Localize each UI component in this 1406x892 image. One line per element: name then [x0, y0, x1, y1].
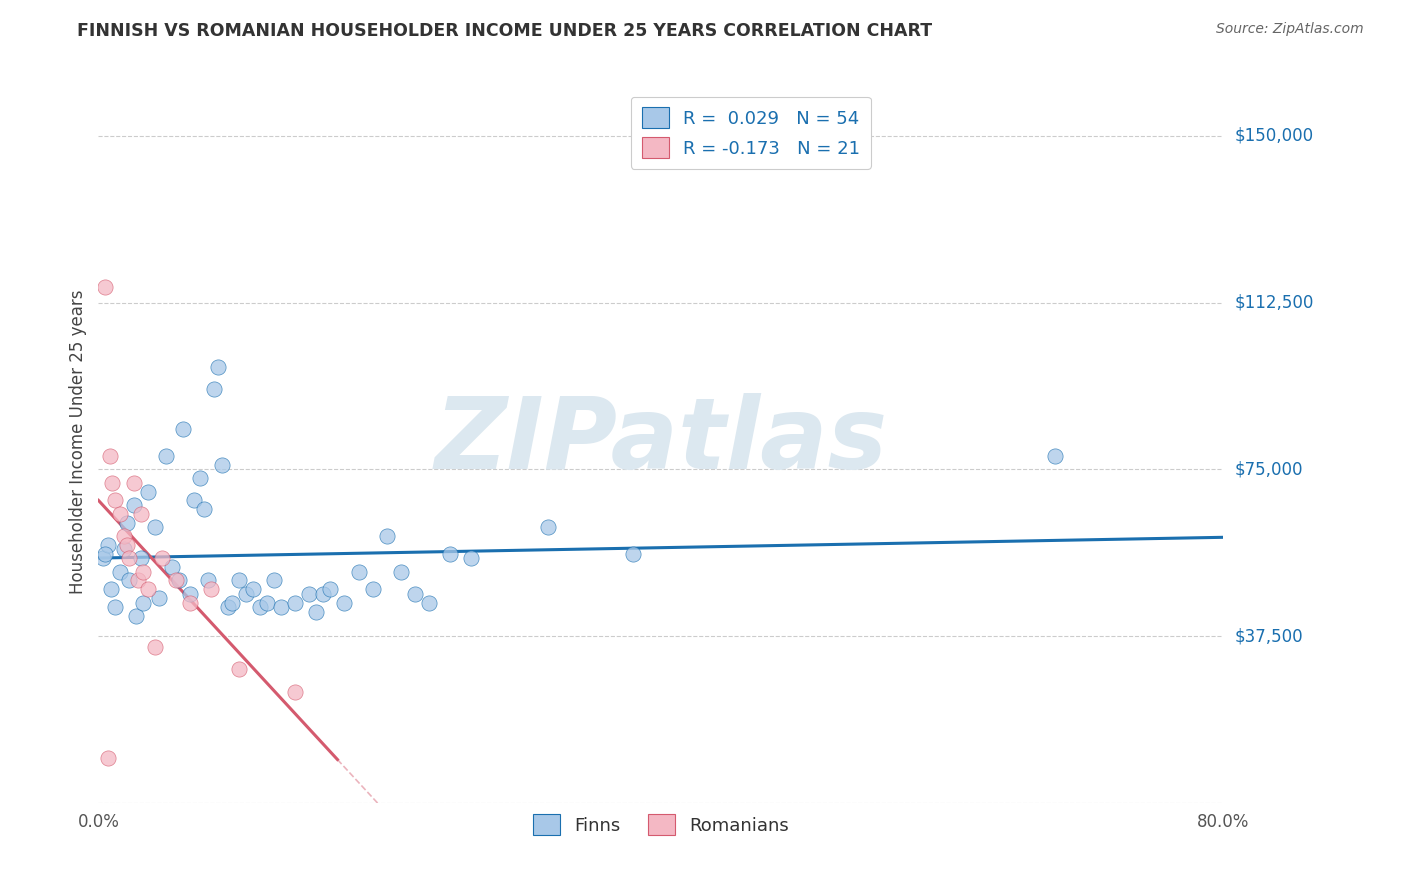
Point — [91, 551, 114, 566]
Point — [94, 547, 117, 561]
Point — [118, 574, 141, 588]
Point — [188, 471, 211, 485]
Point — [132, 596, 155, 610]
Point — [333, 596, 356, 610]
Point — [347, 565, 370, 579]
Point — [129, 551, 152, 566]
Point — [132, 565, 155, 579]
Legend: Finns, Romanians: Finns, Romanians — [523, 805, 799, 845]
Point — [104, 493, 127, 508]
Point — [621, 547, 644, 561]
Point — [112, 542, 135, 557]
Point — [136, 582, 159, 597]
Point — [94, 280, 117, 294]
Point — [193, 502, 215, 516]
Point — [235, 587, 257, 601]
Point — [148, 591, 170, 606]
Point — [418, 596, 440, 610]
Point — [115, 538, 138, 552]
Text: ZIPatlas: ZIPatlas — [434, 393, 887, 490]
Point — [375, 529, 398, 543]
Point — [404, 587, 426, 601]
Point — [263, 574, 285, 588]
Point — [312, 587, 335, 601]
Point — [389, 565, 412, 579]
Point — [270, 600, 292, 615]
Point — [97, 538, 120, 552]
Text: $75,000: $75,000 — [1234, 460, 1303, 478]
Text: $37,500: $37,500 — [1234, 627, 1303, 645]
Point — [537, 520, 560, 534]
Point — [100, 582, 122, 597]
Point — [172, 422, 194, 436]
Point — [167, 574, 190, 588]
Point — [108, 565, 131, 579]
Point — [298, 587, 321, 601]
Point — [101, 475, 124, 490]
Y-axis label: Householder Income Under 25 years: Householder Income Under 25 years — [69, 289, 87, 594]
Point — [207, 360, 229, 375]
Point — [460, 551, 482, 566]
Point — [200, 582, 222, 597]
Point — [361, 582, 384, 597]
Point — [249, 600, 271, 615]
Point — [127, 574, 149, 588]
Point — [104, 600, 127, 615]
Point — [97, 751, 120, 765]
Point — [143, 640, 166, 655]
Point — [439, 547, 461, 561]
Point — [197, 574, 219, 588]
Point — [221, 596, 243, 610]
Point — [122, 475, 145, 490]
Point — [183, 493, 205, 508]
Point — [125, 609, 148, 624]
Point — [179, 587, 201, 601]
Point — [211, 458, 233, 472]
Point — [202, 382, 225, 396]
Point — [319, 582, 342, 597]
Point — [228, 574, 250, 588]
Point — [143, 520, 166, 534]
Point — [165, 574, 187, 588]
Point — [256, 596, 278, 610]
Point — [112, 529, 135, 543]
Point — [118, 551, 141, 566]
Point — [122, 498, 145, 512]
Point — [284, 596, 307, 610]
Point — [160, 560, 183, 574]
Point — [129, 507, 152, 521]
Point — [284, 684, 307, 698]
Point — [98, 449, 121, 463]
Point — [108, 507, 131, 521]
Point — [228, 662, 250, 676]
Text: Source: ZipAtlas.com: Source: ZipAtlas.com — [1216, 22, 1364, 37]
Text: $112,500: $112,500 — [1234, 293, 1313, 311]
Point — [1043, 449, 1066, 463]
Text: $150,000: $150,000 — [1234, 127, 1313, 145]
Point — [242, 582, 264, 597]
Point — [150, 551, 173, 566]
Point — [155, 449, 177, 463]
Point — [136, 484, 159, 499]
Point — [217, 600, 239, 615]
Point — [179, 596, 201, 610]
Text: FINNISH VS ROMANIAN HOUSEHOLDER INCOME UNDER 25 YEARS CORRELATION CHART: FINNISH VS ROMANIAN HOUSEHOLDER INCOME U… — [77, 22, 932, 40]
Point — [305, 605, 328, 619]
Point — [115, 516, 138, 530]
